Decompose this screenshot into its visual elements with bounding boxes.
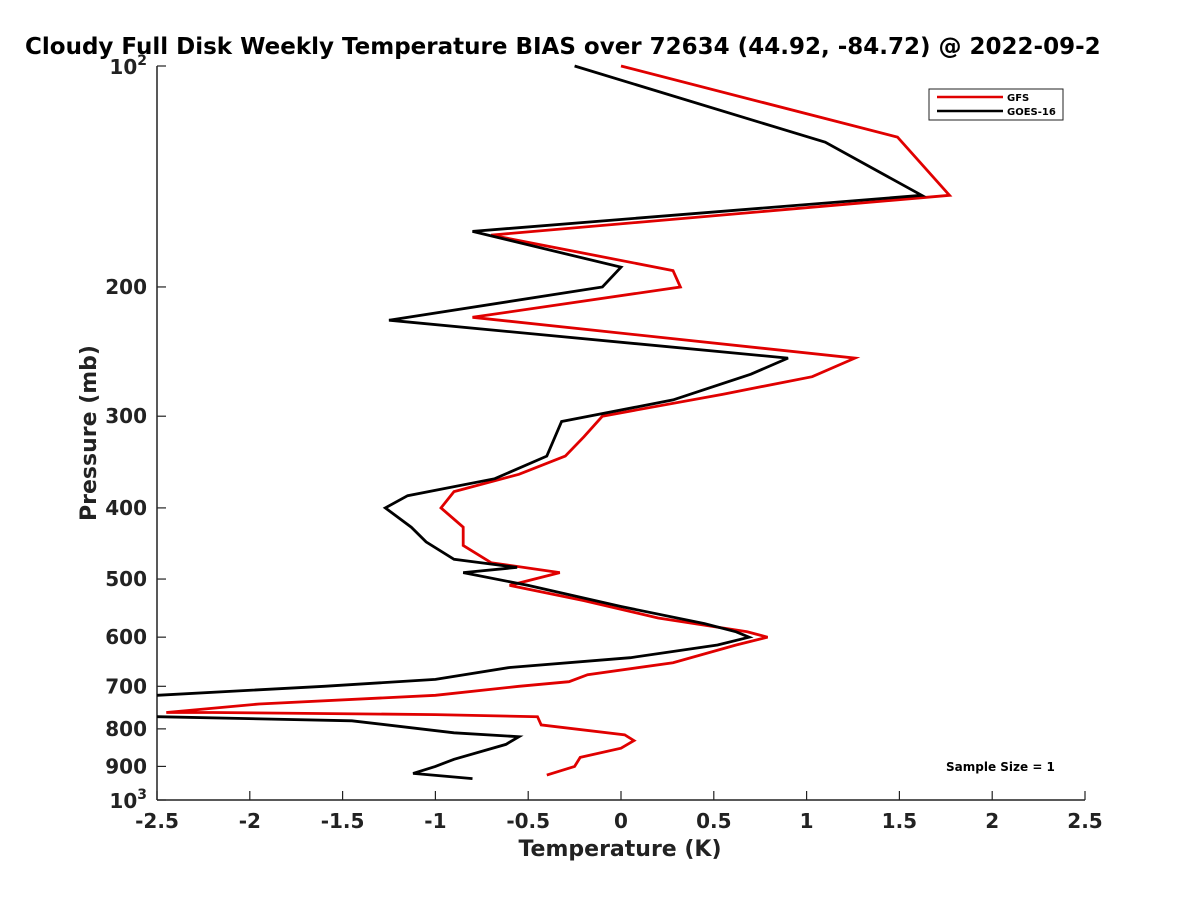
x-tick-label: 0.5 bbox=[696, 809, 731, 833]
y-tick-label: 300 bbox=[105, 404, 147, 428]
y-tick-label-bottom: 103 bbox=[109, 787, 147, 813]
y-tick-label: 200 bbox=[105, 275, 147, 299]
x-tick-label: -0.5 bbox=[506, 809, 550, 833]
y-tick-label: 900 bbox=[105, 754, 147, 778]
y-tick-label: 500 bbox=[105, 567, 147, 591]
x-tick-label: -1 bbox=[424, 809, 446, 833]
y-tick-label: 600 bbox=[105, 625, 147, 649]
x-tick-label: 2 bbox=[985, 809, 999, 833]
y-tick-label: 400 bbox=[105, 496, 147, 520]
series-line-goes16-2 bbox=[156, 715, 524, 780]
sample-size-annotation: Sample Size = 1 bbox=[946, 760, 1055, 774]
x-tick-label: 1.5 bbox=[882, 809, 917, 833]
x-tick-label: -1.5 bbox=[321, 809, 365, 833]
x-tick-label: -2 bbox=[239, 809, 261, 833]
y-tick-label: 800 bbox=[105, 717, 147, 741]
x-axis-label: Temperature (K) bbox=[518, 837, 721, 862]
chart-title: Cloudy Full Disk Weekly Temperature BIAS… bbox=[25, 34, 1101, 60]
x-tick-label: 0 bbox=[614, 809, 628, 833]
y-tick-label: 700 bbox=[105, 674, 147, 698]
series-line-gfs-0 bbox=[166, 64, 953, 777]
x-tick-label: 2.5 bbox=[1067, 809, 1102, 833]
legend-label-gfs: GFS bbox=[1007, 93, 1029, 104]
x-tick-label: 1 bbox=[800, 809, 814, 833]
axes: -2.5 -2 -1.5 -1 -0.5 0 0.5 1 1.5 2 2.5 200 300 400 500… bbox=[105, 53, 1102, 833]
y-axis-label: Pressure (mb) bbox=[77, 345, 102, 521]
series-line-goes16-1 bbox=[156, 64, 927, 697]
y-tick-label-top: 102 bbox=[109, 53, 147, 79]
legend-box bbox=[928, 88, 1064, 121]
legend-label-goes16: GOES-16 bbox=[1007, 107, 1056, 118]
x-tick-label: -2.5 bbox=[135, 809, 179, 833]
series-layer bbox=[156, 64, 953, 780]
legend: GFS GOES-16 bbox=[928, 88, 1064, 121]
